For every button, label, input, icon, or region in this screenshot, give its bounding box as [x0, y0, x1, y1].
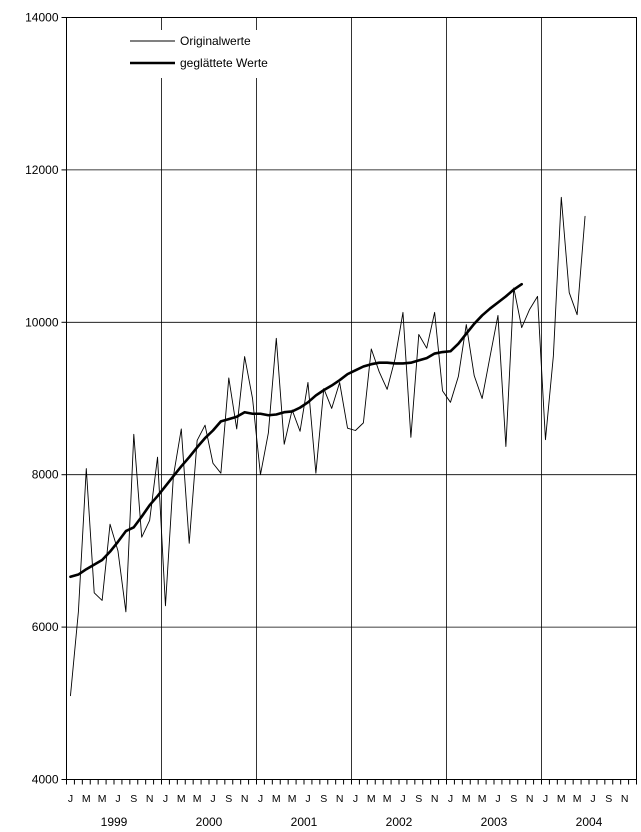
x-month-label: N [526, 793, 534, 805]
series-line-originalwerte [70, 196, 586, 697]
y-tick-label: 4000 [32, 773, 59, 787]
x-month-label: J [353, 793, 358, 805]
x-month-label: M [193, 793, 202, 805]
x-year-label: 2000 [196, 815, 223, 829]
x-month-label: S [130, 793, 137, 805]
x-month-label: M [177, 793, 186, 805]
x-month-label: J [495, 793, 500, 805]
x-month-label: J [590, 793, 595, 805]
x-month-label: M [367, 793, 376, 805]
x-year-label: 1999 [101, 815, 128, 829]
x-year-label: 2003 [481, 815, 508, 829]
x-month-label: J [210, 793, 215, 805]
series-line-geglaettete-werte [69, 282, 524, 579]
x-month-label: S [320, 793, 327, 805]
x-month-label: J [258, 793, 263, 805]
x-month-label: M [82, 793, 91, 805]
x-month-label: J [115, 793, 120, 805]
y-tick-label: 6000 [32, 620, 59, 634]
x-month-label: N [621, 793, 629, 805]
x-month-label: J [68, 793, 73, 805]
x-month-label: S [225, 793, 232, 805]
x-month-label: S [605, 793, 612, 805]
x-year-label: 2004 [576, 815, 603, 829]
x-month-label: N [431, 793, 439, 805]
x-month-label: J [400, 793, 405, 805]
legend-background [118, 30, 308, 78]
x-month-label: M [462, 793, 471, 805]
x-month-label: N [336, 793, 344, 805]
x-month-label: J [305, 793, 310, 805]
x-month-label: M [557, 793, 566, 805]
x-month-label: N [146, 793, 154, 805]
x-month-label: S [415, 793, 422, 805]
x-month-label: M [573, 793, 582, 805]
x-month-label: M [478, 793, 487, 805]
y-tick-label: 12000 [25, 163, 59, 177]
y-tick-label: 8000 [32, 468, 59, 482]
x-month-label: M [272, 793, 281, 805]
legend-label-originalwerte: Originalwerte [180, 34, 251, 48]
grid [66, 17, 637, 780]
x-month-label: J [448, 793, 453, 805]
y-tick-label: 14000 [25, 11, 59, 25]
x-month-label: S [510, 793, 517, 805]
legend: Originalwerte geglättete Werte [118, 30, 308, 78]
x-month-label: M [98, 793, 107, 805]
x-month-label: M [288, 793, 297, 805]
x-month-label: M [383, 793, 392, 805]
legend-label-geglaettete-werte: geglättete Werte [180, 56, 268, 70]
x-month-label: N [241, 793, 249, 805]
series [69, 196, 586, 697]
x-year-label: 2001 [291, 815, 318, 829]
y-tick-label: 10000 [25, 315, 59, 329]
x-year-label: 2002 [386, 815, 413, 829]
x-month-label: J [163, 793, 168, 805]
x-month-label: J [543, 793, 548, 805]
